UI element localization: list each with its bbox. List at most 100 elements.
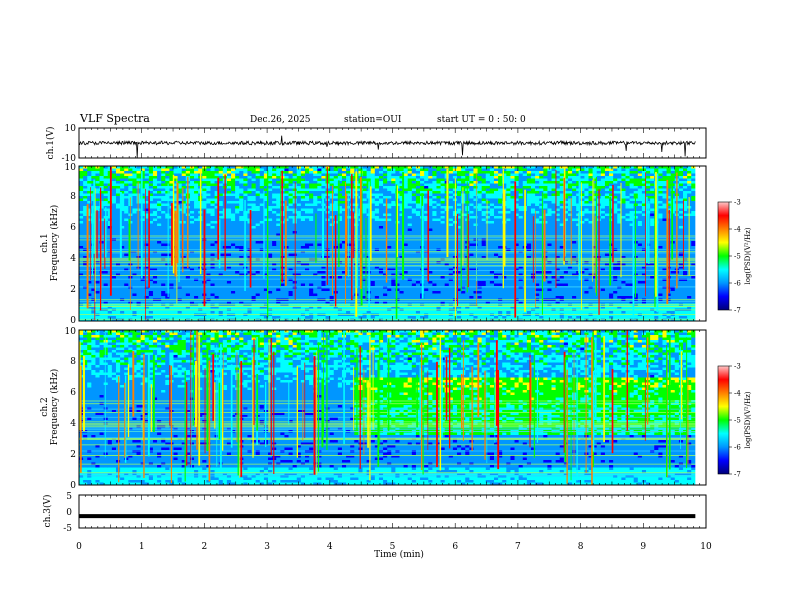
spectrogram-cell (387, 191, 392, 194)
spectrogram-cell (87, 241, 92, 244)
spectrogram-cell (148, 203, 154, 207)
spectrogram-cell (329, 173, 335, 177)
spectrogram-cell (391, 273, 396, 277)
spectrogram-cell (177, 273, 183, 277)
spectrogram-cell (152, 281, 158, 284)
spectrogram-cell (202, 181, 207, 184)
spectrogram-cell (403, 296, 409, 299)
spectrogram-cell (152, 311, 158, 314)
spectrogram-cell (83, 281, 88, 284)
spectrogram-cell (374, 176, 380, 179)
spectrogram-cell (296, 226, 302, 229)
spectrogram-cell (317, 293, 322, 297)
spectrogram-cell (300, 271, 306, 274)
spectrogram-cell (387, 288, 392, 292)
spectrogram-cell (378, 203, 384, 207)
spectrogram-cell (378, 181, 384, 184)
spectrogram-cell (226, 273, 232, 277)
spectrogram-cell (144, 216, 150, 219)
spectrogram-cell (111, 223, 117, 227)
spectrogram-cell (161, 183, 166, 187)
spectrogram-cell (259, 178, 265, 182)
spectrogram-cell (309, 188, 314, 192)
spectrogram-cell (107, 306, 113, 309)
spectrogram-cell (148, 286, 154, 289)
spectrogram-cell (152, 198, 158, 202)
spectrogram-cell (99, 271, 105, 274)
spectrogram-cell (103, 306, 109, 309)
spectrogram-cell (304, 226, 310, 229)
spectrogram-cell (239, 316, 244, 319)
spectrogram-cell (165, 221, 170, 224)
spectrogram-cell (391, 271, 396, 274)
spectrogram-cell (99, 278, 105, 282)
spectrogram-cell (115, 231, 121, 234)
spectrogram-cell (276, 171, 281, 174)
spectrogram-cell (111, 201, 117, 204)
spectrogram-cell (91, 318, 96, 322)
spectrogram-cell (140, 266, 146, 269)
spectrogram-cell (161, 276, 166, 279)
spectrogram-cell (231, 226, 236, 229)
spectrogram-cell (177, 268, 183, 272)
spectrogram-cell (383, 188, 388, 192)
spectrogram-cell (272, 206, 277, 209)
spectrogram-cell (284, 176, 289, 179)
spectrogram-cell (165, 173, 170, 177)
spectrogram-cell (132, 221, 137, 224)
spectrogram-cell (148, 293, 154, 297)
spectrogram-cell (91, 266, 96, 269)
spectrogram-cell (148, 206, 154, 209)
spectrogram-cell (152, 201, 158, 204)
spectrogram-cell (370, 291, 376, 294)
spectrogram-cell (317, 208, 322, 212)
spectrogram-cell (333, 196, 339, 199)
spectrogram-cell (152, 253, 158, 257)
spectrogram-cell (337, 276, 343, 279)
spectrogram-cell (243, 291, 248, 294)
spectrogram-cell (111, 178, 117, 182)
spectrogram-cell (152, 231, 158, 234)
spectrogram-cell (99, 256, 105, 259)
spectrogram-cell (103, 178, 109, 182)
spectrogram-cell (206, 291, 211, 294)
spectrogram-cell (374, 288, 380, 292)
spectrogram-cell (296, 201, 302, 204)
spectrogram-cell (210, 283, 215, 287)
spectrogram-cell (87, 303, 92, 307)
spectrogram-cell (304, 191, 310, 194)
spectrogram-cell (99, 276, 105, 279)
spectrogram-cell (296, 221, 302, 224)
spectrogram-cell (268, 223, 273, 227)
spectrogram-cell (210, 168, 215, 172)
spectrogram-cell (304, 216, 310, 219)
spectrogram-cell (268, 253, 273, 257)
spectrogram-cell (239, 288, 244, 292)
spectrogram-cell (231, 231, 236, 234)
spectrogram-cell (173, 296, 179, 299)
spectrogram-cell (268, 201, 273, 204)
spectrogram-cell (189, 216, 195, 219)
spectrogram-cell (337, 283, 343, 287)
spectrogram-cell (366, 176, 372, 179)
spectrogram-cell (387, 243, 392, 247)
spectrogram-cell (79, 166, 84, 169)
spectrogram-cell (189, 283, 195, 287)
spectrogram-cell (296, 268, 302, 272)
spectrogram-cell (226, 228, 232, 232)
spectrogram-cell (210, 246, 215, 249)
spectrogram-cell (272, 241, 277, 244)
spectrogram-cell (103, 273, 109, 277)
spectrogram-cell (272, 248, 277, 252)
spectrogram-cell (239, 283, 244, 287)
spectrogram-cell (235, 178, 240, 182)
spectrogram-cell (231, 218, 236, 222)
spectrogram-cell (132, 193, 137, 197)
spectrogram-cell (198, 288, 203, 292)
spectrogram-cell (140, 183, 146, 187)
spectrogram-cell (317, 281, 322, 284)
spectrogram-cell (374, 296, 380, 299)
spectrogram-cell (276, 276, 281, 279)
spectrogram-cell (399, 283, 405, 287)
spectrogram-cell (362, 186, 368, 189)
